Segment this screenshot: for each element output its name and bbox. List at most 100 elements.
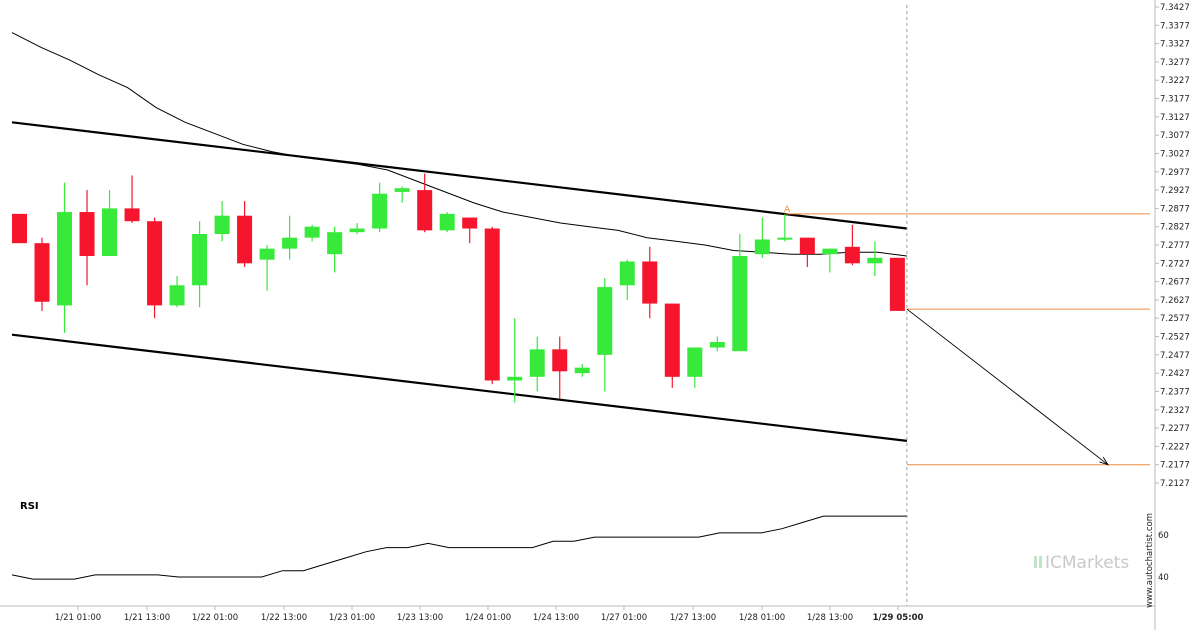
y-tick-label: 7.2877 bbox=[1160, 204, 1190, 214]
candle-down bbox=[417, 190, 433, 231]
x-tick-label: 1/28 01:00 bbox=[739, 613, 785, 623]
y-tick-label: 7.2777 bbox=[1160, 241, 1190, 251]
rsi-label: RSI bbox=[20, 501, 39, 512]
lower-channel-line bbox=[11, 333, 908, 442]
candle-down bbox=[79, 212, 95, 256]
y-tick-label: 7.3377 bbox=[1160, 21, 1190, 31]
candle-up bbox=[777, 237, 793, 240]
y-tick-label: 7.2677 bbox=[1160, 278, 1190, 288]
y-tick-label: 7.2527 bbox=[1160, 333, 1190, 343]
x-tick-label: 1/21 01:00 bbox=[55, 613, 101, 623]
y-tick-label: 7.2227 bbox=[1160, 442, 1190, 452]
x-tick-label: 1/23 13:00 bbox=[397, 613, 443, 623]
candle-up bbox=[372, 193, 388, 229]
y-tick-label: 7.3327 bbox=[1160, 40, 1190, 50]
candle-up bbox=[192, 234, 208, 286]
x-tick-label: 1/23 01:00 bbox=[329, 613, 375, 623]
icmarkets-logo: ICMarkets bbox=[1034, 553, 1129, 573]
x-tick-label: 1/28 13:00 bbox=[807, 613, 853, 623]
candle-up bbox=[732, 255, 748, 352]
candle-up bbox=[57, 212, 73, 306]
candle-down bbox=[642, 261, 658, 304]
candle-up bbox=[102, 208, 118, 256]
candle-up bbox=[574, 367, 590, 374]
upper-channel-line bbox=[11, 121, 908, 230]
logo-bar-icon bbox=[1039, 556, 1042, 568]
y-tick-label: 7.2477 bbox=[1160, 351, 1190, 361]
candle-down bbox=[147, 221, 163, 306]
candle-up bbox=[394, 188, 410, 192]
candle-up bbox=[259, 248, 275, 260]
y-tick-label: 7.2627 bbox=[1160, 296, 1190, 306]
candle-down bbox=[462, 217, 478, 229]
candle-up bbox=[507, 376, 523, 381]
candle-up bbox=[822, 248, 838, 255]
candle-up bbox=[529, 349, 545, 377]
candle-up bbox=[214, 215, 230, 235]
pattern-point-label: A bbox=[784, 205, 791, 215]
y-tick-label: 7.2327 bbox=[1160, 406, 1190, 416]
candle-up bbox=[282, 237, 298, 249]
moving-average-line bbox=[11, 32, 907, 257]
candle-up bbox=[597, 287, 613, 355]
candle-down bbox=[34, 243, 50, 302]
x-tick-label: 1/22 13:00 bbox=[261, 613, 307, 623]
candle-up bbox=[754, 239, 770, 255]
candle-down bbox=[12, 213, 27, 244]
candle-down bbox=[484, 228, 500, 381]
rsi-panel: RSI 60 40 bbox=[11, 501, 1169, 583]
y-tick-label: 7.3227 bbox=[1160, 76, 1190, 86]
y-tick-label: 7.2377 bbox=[1160, 387, 1190, 397]
projection-arrow-line bbox=[906, 308, 1109, 466]
x-tick-label: 1/22 01:00 bbox=[192, 613, 238, 623]
candle-up bbox=[687, 347, 703, 377]
y-tick-label: 7.3427 bbox=[1160, 3, 1190, 13]
candle-down bbox=[552, 349, 568, 372]
rsi-line bbox=[11, 515, 907, 580]
y-tick-label: 7.2577 bbox=[1160, 314, 1190, 324]
y-tick-label: 7.2927 bbox=[1160, 186, 1190, 196]
candle-down bbox=[124, 208, 140, 222]
y-tick-label: 7.3127 bbox=[1160, 113, 1190, 123]
candle-up bbox=[349, 228, 365, 233]
y-tick-label: 7.2727 bbox=[1160, 259, 1190, 269]
x-tick-label: 1/27 01:00 bbox=[601, 613, 647, 623]
y-tick-label: 7.2127 bbox=[1160, 479, 1190, 489]
x-tick-label: 1/24 01:00 bbox=[465, 613, 511, 623]
logo-bar-icon bbox=[1034, 556, 1037, 568]
rsi-level-40: 40 bbox=[1158, 573, 1169, 583]
y-tick-label: 7.2427 bbox=[1160, 369, 1190, 379]
x-tick-label: 1/21 13:00 bbox=[124, 613, 170, 623]
candle-up bbox=[439, 213, 455, 231]
candle-up bbox=[867, 257, 883, 264]
x-tick-label: 1/24 13:00 bbox=[533, 613, 579, 623]
candle-up bbox=[169, 285, 185, 306]
logo-text: ICMarkets bbox=[1045, 553, 1129, 573]
rsi-level-60: 60 bbox=[1158, 531, 1169, 541]
candle-down bbox=[664, 303, 680, 377]
x-tick-label: 1/27 13:00 bbox=[670, 613, 716, 623]
candle-down bbox=[844, 246, 860, 264]
candle-down bbox=[889, 257, 905, 311]
y-tick-label: 7.3277 bbox=[1160, 58, 1190, 68]
y-tick-label: 7.2827 bbox=[1160, 223, 1190, 233]
candle-up bbox=[327, 232, 343, 255]
candle-up bbox=[304, 226, 320, 238]
y-tick-label: 7.3177 bbox=[1160, 95, 1190, 105]
price-panel: A bbox=[11, 32, 1150, 466]
arrow-head-icon bbox=[1099, 456, 1110, 466]
watermark-url: www.autochartist.com bbox=[1145, 513, 1155, 608]
candle-down bbox=[799, 237, 815, 255]
y-tick-label: 7.2177 bbox=[1160, 461, 1190, 471]
candle-down bbox=[237, 215, 253, 264]
y-tick-label: 7.3077 bbox=[1160, 131, 1190, 141]
y-tick-label: 7.2277 bbox=[1160, 424, 1190, 434]
candle-up bbox=[619, 261, 635, 286]
candle-up bbox=[709, 342, 725, 348]
y-tick-label: 7.3027 bbox=[1160, 149, 1190, 159]
x-tick-label: 1/29 05:00 bbox=[873, 613, 924, 623]
y-tick-label: 7.2977 bbox=[1160, 168, 1190, 178]
